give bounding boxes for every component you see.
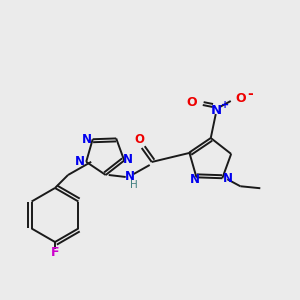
Text: N: N [82, 133, 92, 146]
Text: -: - [247, 87, 253, 101]
Text: N: N [190, 173, 200, 186]
Text: N: N [125, 170, 135, 184]
Text: H: H [130, 180, 138, 190]
Text: F: F [51, 245, 59, 259]
Text: O: O [135, 134, 145, 146]
Text: +: + [221, 100, 229, 110]
Text: O: O [236, 92, 246, 104]
Text: N: N [223, 172, 233, 185]
Text: N: N [211, 103, 222, 116]
Text: O: O [187, 95, 197, 109]
Text: N: N [123, 153, 133, 166]
Text: N: N [75, 155, 85, 168]
